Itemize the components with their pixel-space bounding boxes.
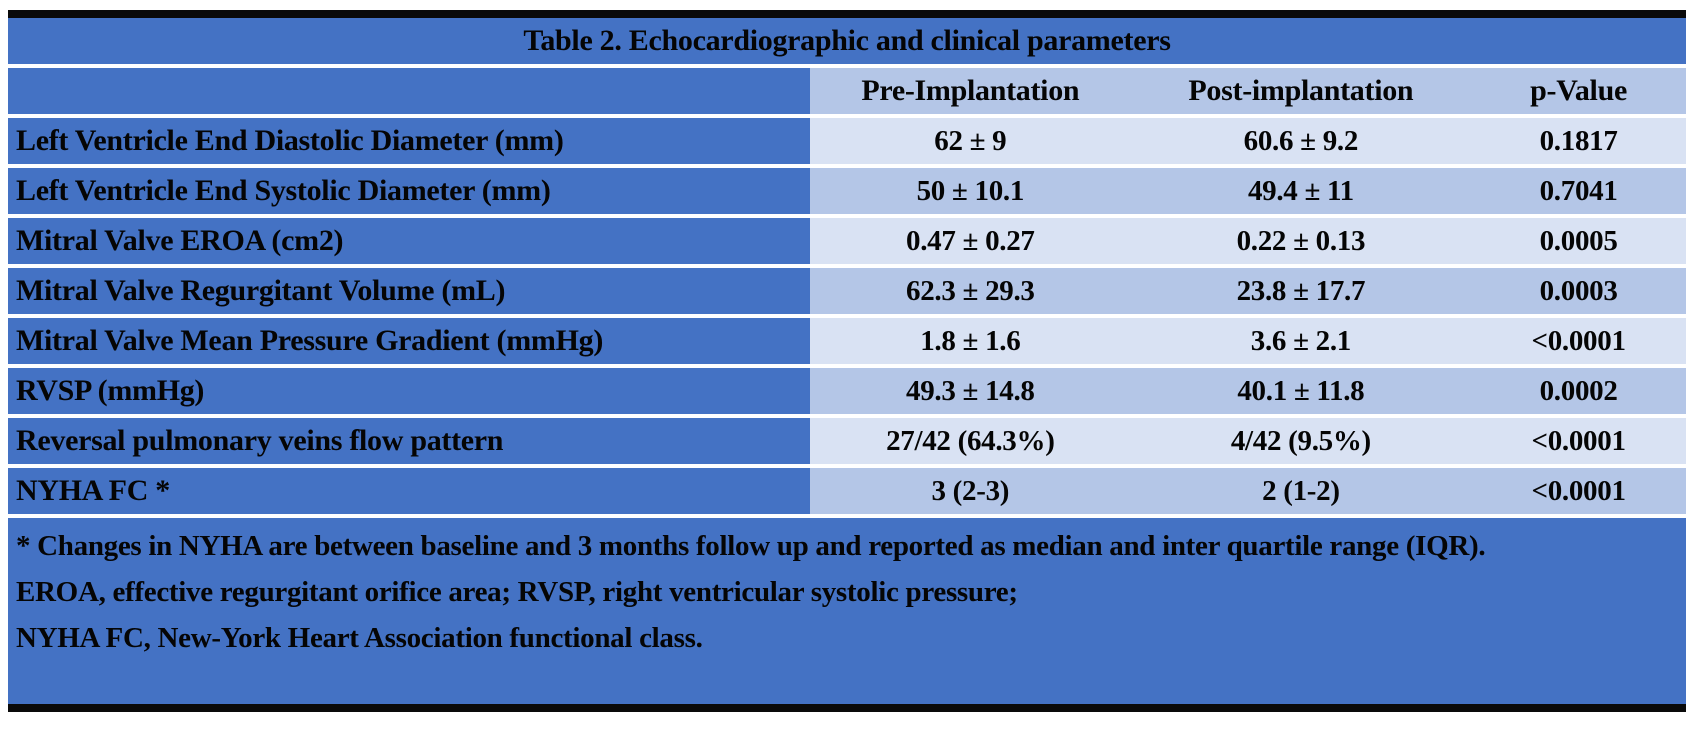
cell-p-value: 0.0003 [1471, 268, 1686, 314]
row-label: RVSP (mmHg) [8, 368, 811, 414]
cell-post-value: 2 (1-2) [1130, 468, 1472, 514]
footnote-nyha-definition: NYHA FC, New-York Heart Association func… [16, 621, 703, 654]
table-header-row: Pre-Implantation Post-implantation p-Val… [8, 68, 1686, 114]
cell-post-value: 0.22 ± 0.13 [1130, 218, 1472, 264]
footnote-abbreviations: EROA, effective regurgitant orifice area… [16, 575, 1018, 608]
row-label: Left Ventricle End Diastolic Diameter (m… [8, 118, 811, 164]
table-row: Mitral Valve EROA (cm2) 0.47 ± 0.27 0.22… [8, 218, 1686, 264]
table-footnotes: * Changes in NYHA are between baseline a… [8, 518, 1686, 704]
row-label: Reversal pulmonary veins flow pattern [8, 418, 811, 464]
cell-post-value: 3.6 ± 2.1 [1130, 318, 1472, 364]
cell-p-value: 0.1817 [1471, 118, 1686, 164]
footnote-nyha-changes: * Changes in NYHA are between baseline a… [16, 530, 1486, 562]
cell-p-value: <0.0001 [1471, 468, 1686, 514]
row-label: Left Ventricle End Systolic Diameter (mm… [8, 168, 811, 214]
table-title-text: Table 2. Echocardiographic and clinical … [523, 24, 1171, 57]
cell-pre-value: 27/42 (64.3%) [810, 418, 1131, 464]
cell-post-value: 40.1 ± 11.8 [1130, 368, 1472, 414]
table-row: Left Ventricle End Diastolic Diameter (m… [8, 118, 1686, 164]
table-row: RVSP (mmHg) 49.3 ± 14.8 40.1 ± 11.8 0.00… [8, 368, 1686, 414]
cell-p-value: 0.7041 [1471, 168, 1686, 214]
top-border-rule [8, 10, 1686, 18]
cell-pre-value: 1.8 ± 1.6 [810, 318, 1131, 364]
bottom-border-rule [8, 704, 1686, 712]
column-header-p-value: p-Value [1471, 68, 1686, 114]
column-header-post-implantation: Post-implantation [1130, 68, 1472, 114]
cell-p-value: 0.0002 [1471, 368, 1686, 414]
cell-post-value: 23.8 ± 17.7 [1130, 268, 1472, 314]
row-label: Mitral Valve Mean Pressure Gradient (mmH… [8, 318, 811, 364]
cell-pre-value: 62 ± 9 [810, 118, 1131, 164]
table-row: Mitral Valve Regurgitant Volume (mL) 62.… [8, 268, 1686, 314]
table-row: Left Ventricle End Systolic Diameter (mm… [8, 168, 1686, 214]
cell-p-value: 0.0005 [1471, 218, 1686, 264]
cell-pre-value: 0.47 ± 0.27 [810, 218, 1131, 264]
cell-p-value: <0.0001 [1471, 418, 1686, 464]
row-label: Mitral Valve EROA (cm2) [8, 218, 811, 264]
table-row: Reversal pulmonary veins flow pattern 27… [8, 418, 1686, 464]
cell-pre-value: 50 ± 10.1 [810, 168, 1131, 214]
column-header-pre-implantation: Pre-Implantation [810, 68, 1131, 114]
cell-post-value: 49.4 ± 11 [1130, 168, 1472, 214]
row-label: Mitral Valve Regurgitant Volume (mL) [8, 268, 811, 314]
cell-pre-value: 3 (2-3) [810, 468, 1131, 514]
table-row: Mitral Valve Mean Pressure Gradient (mmH… [8, 318, 1686, 364]
cell-p-value: <0.0001 [1471, 318, 1686, 364]
header-blank-cell [8, 68, 811, 114]
cell-pre-value: 62.3 ± 29.3 [810, 268, 1131, 314]
table-row: NYHA FC * 3 (2-3) 2 (1-2) <0.0001 [8, 468, 1686, 514]
cell-post-value: 60.6 ± 9.2 [1130, 118, 1472, 164]
table-title: Table 2. Echocardiographic and clinical … [8, 18, 1686, 64]
row-label: NYHA FC * [8, 468, 811, 514]
cell-pre-value: 49.3 ± 14.8 [810, 368, 1131, 414]
cell-post-value: 4/42 (9.5%) [1130, 418, 1472, 464]
